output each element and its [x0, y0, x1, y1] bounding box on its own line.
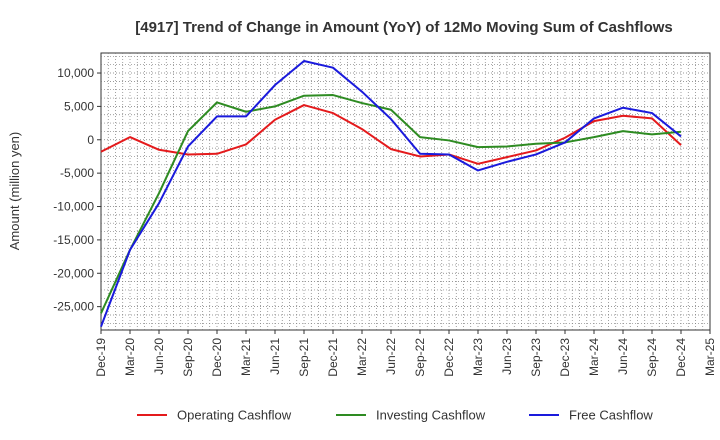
x-tick-label: Mar-24: [587, 338, 601, 376]
legend-label: Operating Cashflow: [177, 408, 292, 423]
y-tick-label: -20,000: [53, 266, 94, 280]
x-tick-label: Mar-22: [355, 338, 369, 376]
x-tick-label: Jun-22: [384, 338, 398, 375]
x-tick-label: Dec-23: [558, 338, 572, 377]
x-tick-label: Dec-22: [442, 338, 456, 377]
legend: Operating Cashflow Investing Cashflow Free…: [137, 408, 653, 423]
series-line-free-cashflow: [100, 60, 682, 328]
x-tick-label: Mar-23: [471, 338, 485, 376]
x-tick-label: Jun-20: [152, 338, 166, 375]
x-tick-label: Dec-24: [674, 338, 688, 377]
y-tick-label: 10,000: [57, 66, 94, 80]
x-tick-label: Mar-20: [123, 338, 137, 376]
legend-label: Free Cashflow: [569, 408, 653, 423]
x-tick-label: Sep-23: [529, 338, 543, 377]
series-line-investing-cashflow: [100, 94, 682, 314]
y-tick-label: -25,000: [53, 300, 94, 314]
legend-label: Investing Cashflow: [376, 408, 486, 423]
x-tick-label: Sep-20: [181, 338, 195, 377]
y-tick-label: -10,000: [53, 200, 94, 214]
x-axis-ticks: Dec-19 Mar-20 Jun-20 Sep-20 Dec-20 Mar-21 Jun-…: [94, 330, 717, 377]
x-tick-label: Jun-21: [268, 338, 282, 375]
x-tick-label: Dec-19: [94, 338, 108, 377]
x-tick-label: Mar-25: [703, 338, 717, 376]
y-tick-label: 0: [87, 133, 94, 147]
series-lines: [100, 60, 682, 328]
x-tick-label: Jun-24: [616, 338, 630, 375]
chart-title: [4917] Trend of Change in Amount (YoY) o…: [135, 19, 673, 36]
x-tick-label: Mar-21: [239, 338, 253, 376]
grid-lines: [101, 53, 710, 330]
y-tick-label: -5,000: [60, 166, 94, 180]
x-tick-label: Dec-20: [210, 338, 224, 377]
x-tick-label: Sep-24: [645, 338, 659, 377]
y-axis-label: Amount (million yen): [7, 132, 22, 251]
y-axis-ticks: 10,000 5,000 0 -5,000 -10,000 -15,000 -20,000 -…: [53, 66, 101, 314]
y-tick-label: 5,000: [64, 99, 94, 113]
x-tick-label: Sep-21: [297, 338, 311, 377]
x-tick-label: Jun-23: [500, 338, 514, 375]
x-tick-label: Sep-22: [413, 338, 427, 377]
y-tick-label: -15,000: [53, 233, 94, 247]
x-tick-label: Dec-21: [326, 338, 340, 377]
